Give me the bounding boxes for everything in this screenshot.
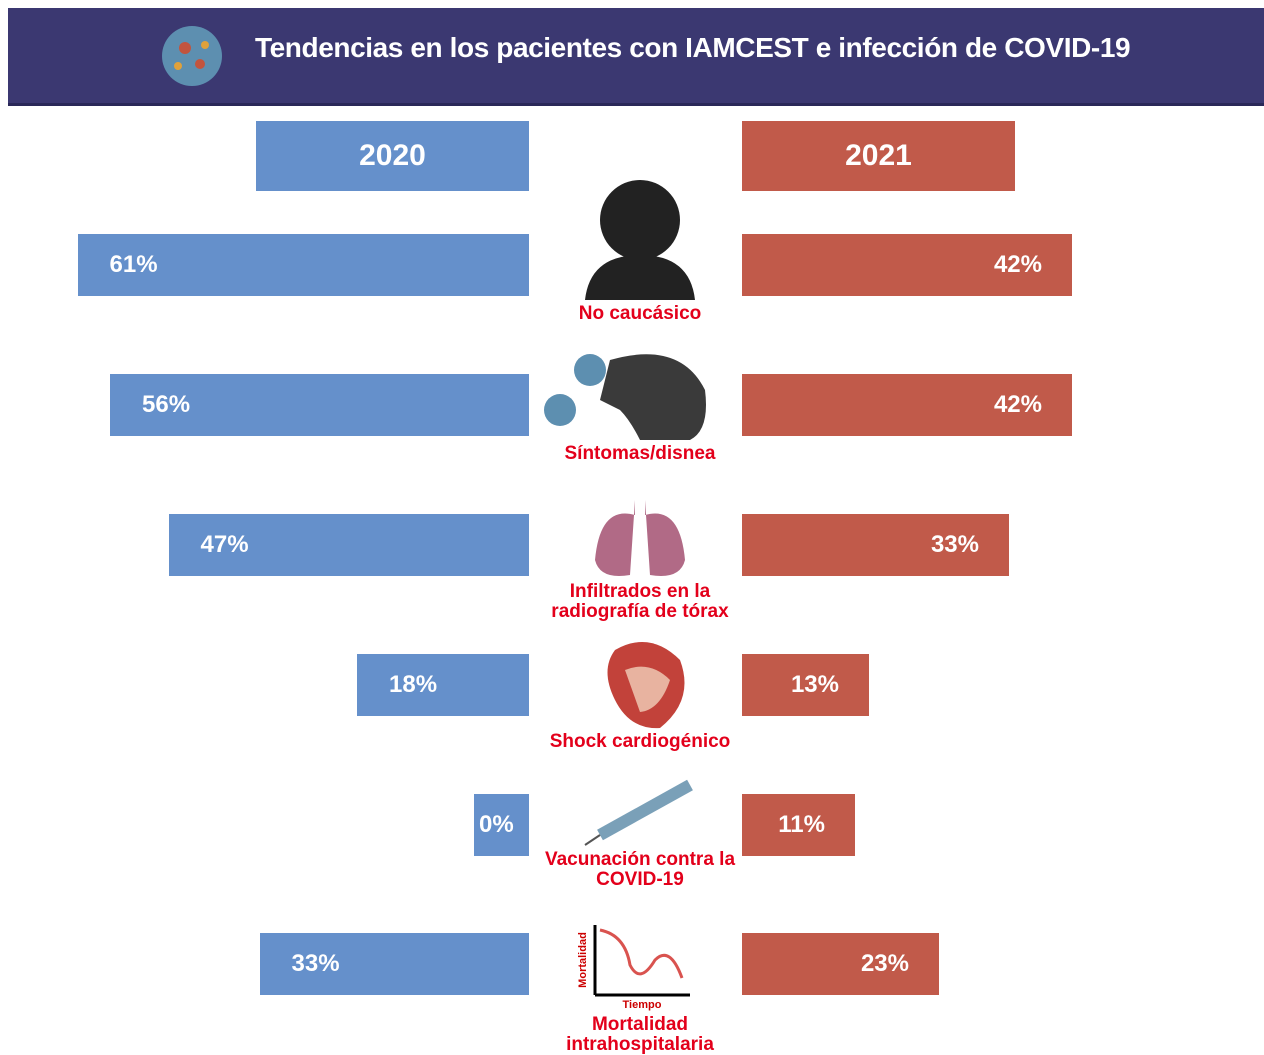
value-label: 11%	[778, 811, 825, 838]
bar	[168, 514, 529, 576]
virus-icon	[162, 26, 222, 86]
title: Tendencias en los pacientes con IAMCEST …	[255, 32, 1131, 63]
bar	[742, 933, 939, 995]
value-label: 33%	[291, 950, 340, 977]
category-label: No caucásico	[578, 303, 702, 324]
syringe-icon	[584, 779, 693, 846]
value-label: 33%	[930, 531, 979, 558]
legend-year: 2020	[256, 121, 529, 191]
bar	[742, 374, 1072, 436]
category-label: Shock cardiogénico	[549, 731, 731, 752]
breath-icon	[544, 354, 706, 440]
value-label: 56%	[142, 391, 191, 418]
value-label: 13%	[790, 671, 839, 698]
value-label: 18%	[389, 671, 438, 698]
category-label: Infiltrados en la radiografía de tórax	[551, 581, 729, 622]
heart-icon	[607, 642, 685, 729]
category-label: Síntomas/disnea	[564, 443, 716, 464]
bar	[742, 654, 869, 716]
value-label: 23%	[860, 950, 909, 977]
bar	[77, 234, 529, 296]
value-label: 42%	[993, 391, 1042, 418]
bar	[357, 654, 529, 716]
value-label: 42%	[993, 251, 1042, 278]
icon-x-label: Tiempo	[623, 999, 662, 1011]
value-label: 61%	[109, 251, 158, 278]
bar	[474, 794, 529, 856]
lungs-icon	[595, 500, 685, 576]
value-label: 47%	[200, 531, 249, 558]
bar	[742, 234, 1072, 296]
category-label: Vacunación contra la COVID-19	[544, 849, 736, 890]
bar	[742, 794, 855, 856]
legend-year: 2021	[742, 121, 1015, 191]
person-icon	[585, 180, 695, 300]
mortality-icon: Mortalidad Tiempo	[577, 925, 690, 1011]
icon-y-label: Mortalidad	[577, 932, 589, 988]
bar	[259, 933, 529, 995]
bar	[110, 374, 529, 436]
bar	[742, 514, 1009, 576]
value-label: 0%	[479, 811, 514, 838]
category-label: Mortalidad intrahospitalaria	[566, 1014, 714, 1055]
